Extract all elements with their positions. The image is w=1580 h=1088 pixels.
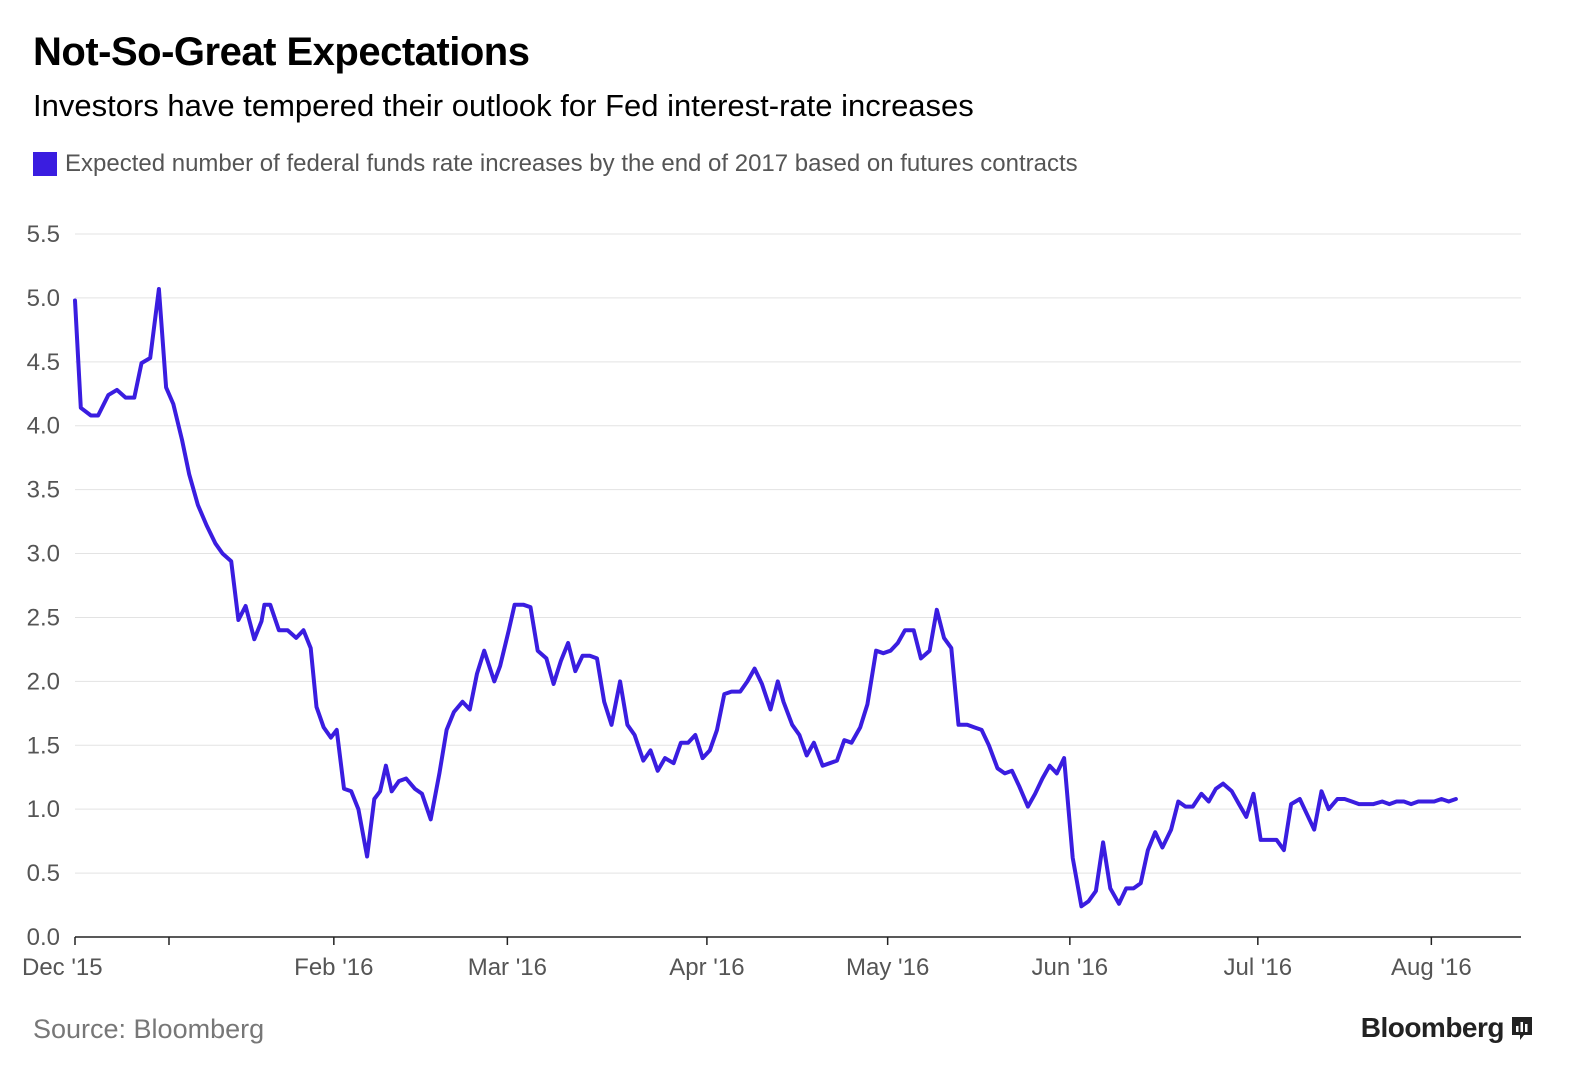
brand-name: Bloomberg [1360, 1012, 1505, 1043]
chart-title: Not-So-Great Expectations [33, 30, 530, 74]
x-tick-label: Feb '16 [294, 954, 373, 981]
bloomberg-chart-icon [1512, 1017, 1532, 1040]
series-line [73, 287, 1458, 909]
legend-label: Expected number of federal funds rate in… [65, 150, 1078, 177]
y-tick-label: 3.5 [27, 477, 60, 504]
x-tick-label: Mar '16 [468, 954, 547, 981]
y-tick-label: 3.0 [27, 541, 60, 568]
y-tick-label: 0.0 [27, 924, 60, 951]
y-tick-label: 1.0 [27, 796, 60, 823]
x-tick-label: Apr '16 [669, 954, 744, 981]
series [73, 287, 1458, 909]
legend: Expected number of federal funds rate in… [33, 150, 1078, 178]
x-tick-label: Jul '16 [1224, 954, 1293, 981]
y-tick-label: 0.5 [27, 860, 60, 887]
y-tick-label: 2.5 [27, 604, 60, 631]
x-tick-label: Jun '16 [1032, 954, 1109, 981]
y-tick-label: 5.5 [27, 221, 60, 248]
chart-subtitle: Investors have tempered their outlook fo… [33, 88, 974, 123]
line-chart: 0.0 0.5 1.0 1.5 2.0 2.5 3.0 3.5 4.0 4.5 5.0 5.5 Dec… [22, 221, 1521, 981]
y-axis: 0.0 0.5 1.0 1.5 2.0 2.5 3.0 3.5 4.0 4.5 5.0 5.5 [27, 221, 60, 951]
y-tick-label: 5.0 [27, 285, 60, 312]
x-tick-label: Aug '16 [1391, 954, 1472, 981]
y-tick-label: 4.5 [27, 349, 60, 376]
legend-swatch [33, 152, 57, 176]
x-axis: Dec '15 Feb '16 Mar '16 Apr '16 May '16 Jun '… [22, 936, 1521, 981]
x-tick-label: Dec '15 [22, 954, 103, 981]
gridlines [75, 233, 1521, 874]
brand: Bloomberg [1361, 1012, 1534, 1044]
y-tick-label: 4.0 [27, 413, 60, 440]
source-note: Source: Bloomberg [33, 1014, 265, 1044]
y-tick-label: 2.0 [27, 668, 60, 695]
y-tick-label: 1.5 [27, 732, 60, 759]
x-tick-label: May '16 [846, 954, 929, 981]
